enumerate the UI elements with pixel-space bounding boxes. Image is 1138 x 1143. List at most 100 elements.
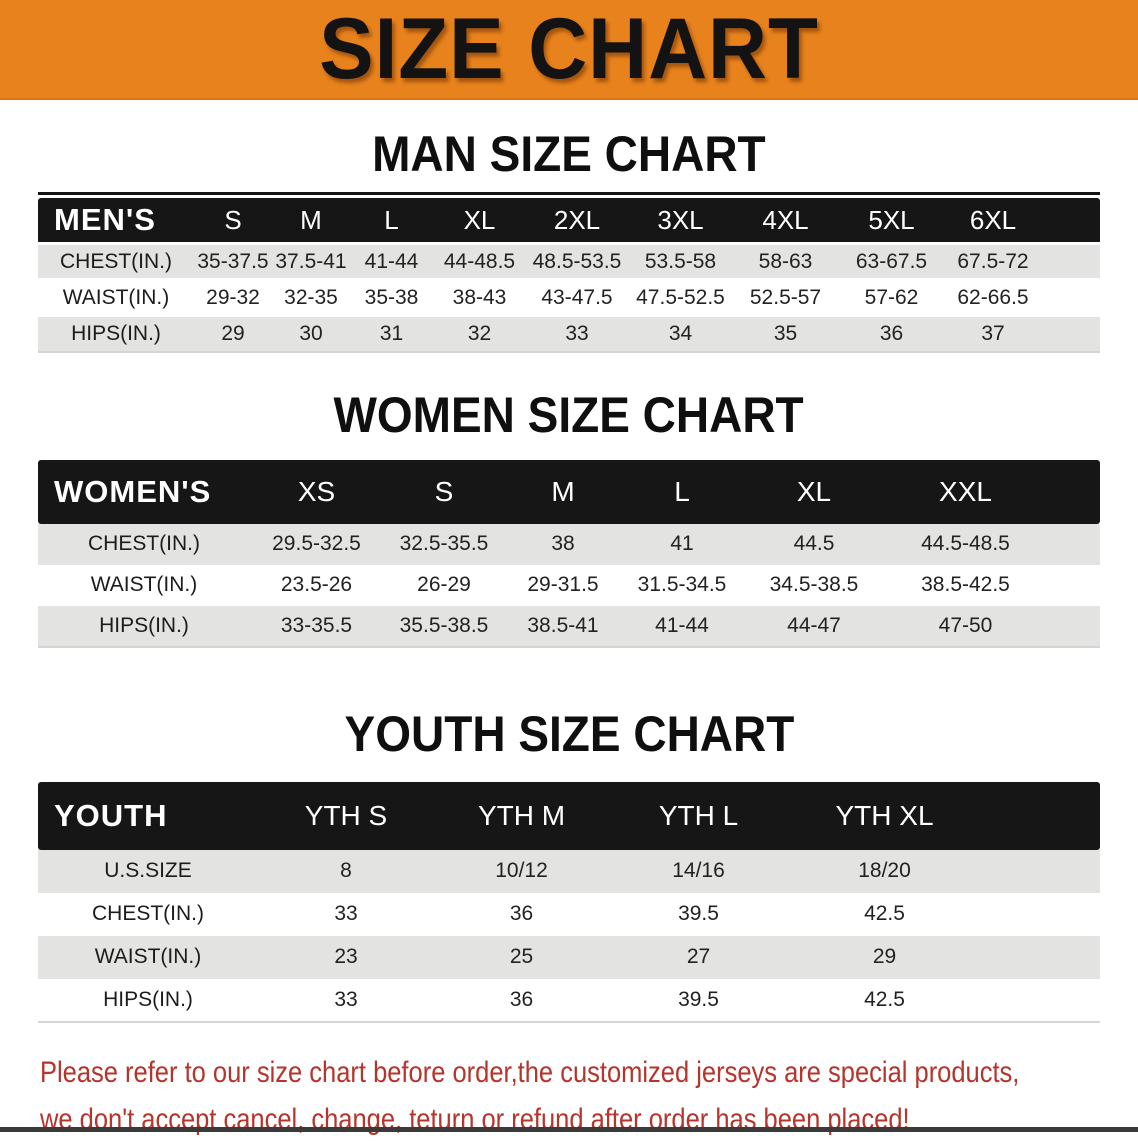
- value-cell: 44-47: [743, 605, 885, 647]
- women-size-col-header: M: [505, 459, 621, 524]
- value-cell: 36: [434, 892, 609, 936]
- value-cell: 44-48.5: [433, 243, 526, 280]
- value-cell: 42.5: [788, 892, 1100, 936]
- women-size-table: WOMEN'S XS S M L XL XXL CHEST(IN.) 29.5-…: [38, 459, 1100, 648]
- value-cell: 39.5: [609, 892, 788, 936]
- value-cell: 33: [258, 892, 434, 936]
- value-cell: 32-35: [272, 279, 350, 316]
- value-cell: 52.5-57: [733, 279, 838, 316]
- men-size-col-header: S: [194, 198, 272, 244]
- women-size-col-header: L: [621, 459, 743, 524]
- row-label: CHEST(IN.): [38, 243, 194, 280]
- men-section-heading: MAN SIZE CHART: [372, 126, 766, 182]
- men-waist-row: WAIST(IN.) 29-32 32-35 35-38 38-43 43-47…: [38, 279, 1100, 316]
- row-label: WAIST(IN.): [38, 279, 194, 316]
- women-size-col-header: XS: [250, 459, 383, 524]
- women-waist-row: WAIST(IN.) 23.5-26 26-29 29-31.5 31.5-34…: [38, 564, 1100, 606]
- value-cell: 41-44: [621, 605, 743, 647]
- youth-section-heading: YOUTH SIZE CHART: [344, 705, 794, 762]
- value-cell: 33: [526, 315, 628, 352]
- value-cell: 29: [788, 935, 1100, 979]
- youth-section-heading-wrap: YOUTH SIZE CHART: [0, 708, 1138, 760]
- women-hips-row: HIPS(IN.) 33-35.5 35.5-38.5 38.5-41 41-4…: [38, 605, 1100, 647]
- men-size-col-header: 3XL: [628, 198, 733, 244]
- value-cell: 23.5-26: [250, 564, 383, 606]
- value-cell: 67.5-72: [945, 243, 1100, 280]
- men-section-heading-wrap: MAN SIZE CHART: [0, 128, 1138, 180]
- men-table-title: MEN'S: [38, 198, 194, 244]
- value-cell: 23: [258, 935, 434, 979]
- value-cell: 43-47.5: [526, 279, 628, 316]
- value-cell: 32: [433, 315, 526, 352]
- value-cell: 38.5-41: [505, 605, 621, 647]
- order-policy-note: Please refer to our size chart before or…: [40, 1049, 1138, 1143]
- women-table-title: WOMEN'S: [38, 459, 250, 524]
- value-cell: 44.5: [743, 523, 885, 565]
- value-cell: 57-62: [838, 279, 945, 316]
- value-cell: 38.5-42.5: [885, 564, 1100, 606]
- value-cell: 41-44: [350, 243, 433, 280]
- value-cell: 53.5-58: [628, 243, 733, 280]
- men-size-col-header: 5XL: [838, 198, 945, 244]
- men-size-col-header: M: [272, 198, 350, 244]
- value-cell: 18/20: [788, 849, 1100, 893]
- men-size-table: MEN'S S M L XL 2XL 3XL 4XL 5XL 6XL CHEST…: [38, 198, 1100, 353]
- youth-ussize-row: U.S.SIZE 8 10/12 14/16 18/20: [38, 849, 1100, 893]
- value-cell: 27: [609, 935, 788, 979]
- men-hips-row: HIPS(IN.) 29 30 31 32 33 34 35 36 37: [38, 315, 1100, 352]
- women-header-row: WOMEN'S XS S M L XL XXL: [38, 459, 1100, 524]
- value-cell: 37.5-41: [272, 243, 350, 280]
- value-cell: 8: [258, 849, 434, 893]
- value-cell: 30: [272, 315, 350, 352]
- value-cell: 58-63: [733, 243, 838, 280]
- women-size-col-header: XXL: [885, 459, 1100, 524]
- youth-size-table: YOUTH YTH S YTH M YTH L YTH XL U.S.SIZE …: [38, 781, 1100, 1023]
- women-size-col-header: XL: [743, 459, 885, 524]
- row-label: CHEST(IN.): [38, 892, 258, 936]
- value-cell: 36: [434, 978, 609, 1022]
- value-cell: 63-67.5: [838, 243, 945, 280]
- value-cell: 29-31.5: [505, 564, 621, 606]
- youth-waist-row: WAIST(IN.) 23 25 27 29: [38, 935, 1100, 979]
- value-cell: 38: [505, 523, 621, 565]
- value-cell: 32.5-35.5: [383, 523, 505, 565]
- value-cell: 10/12: [434, 849, 609, 893]
- men-size-col-header: XL: [433, 198, 526, 244]
- value-cell: 14/16: [609, 849, 788, 893]
- page-title: SIZE CHART: [319, 1, 819, 97]
- value-cell: 35.5-38.5: [383, 605, 505, 647]
- value-cell: 42.5: [788, 978, 1100, 1022]
- men-size-col-header: 6XL: [945, 198, 1100, 244]
- value-cell: 39.5: [609, 978, 788, 1022]
- value-cell: 35-37.5: [194, 243, 272, 280]
- note-line-2: we don't accept cancel, change, teturn o…: [40, 1102, 910, 1136]
- women-section-heading-wrap: WOMEN SIZE CHART: [0, 389, 1138, 441]
- value-cell: 29: [194, 315, 272, 352]
- value-cell: 33-35.5: [250, 605, 383, 647]
- value-cell: 31: [350, 315, 433, 352]
- value-cell: 34: [628, 315, 733, 352]
- value-cell: 62-66.5: [945, 279, 1100, 316]
- youth-table-title: YOUTH: [38, 781, 258, 850]
- men-table-top-rule: [38, 192, 1100, 195]
- row-label: WAIST(IN.): [38, 564, 250, 606]
- value-cell: 29.5-32.5: [250, 523, 383, 565]
- youth-size-col-header: YTH S: [258, 781, 434, 850]
- value-cell: 35-38: [350, 279, 433, 316]
- youth-header-row: YOUTH YTH S YTH M YTH L YTH XL: [38, 781, 1100, 850]
- value-cell: 33: [258, 978, 434, 1022]
- value-cell: 37: [945, 315, 1100, 352]
- youth-size-col-header: YTH L: [609, 781, 788, 850]
- row-label: WAIST(IN.): [38, 935, 258, 979]
- row-label: HIPS(IN.): [38, 315, 194, 352]
- value-cell: 35: [733, 315, 838, 352]
- note-line-1: Please refer to our size chart before or…: [40, 1055, 1020, 1089]
- row-label: HIPS(IN.): [38, 605, 250, 647]
- youth-chest-row: CHEST(IN.) 33 36 39.5 42.5: [38, 892, 1100, 936]
- value-cell: 44.5-48.5: [885, 523, 1100, 565]
- value-cell: 41: [621, 523, 743, 565]
- men-header-row: MEN'S S M L XL 2XL 3XL 4XL 5XL 6XL: [38, 198, 1100, 244]
- banner: SIZE CHART: [0, 0, 1138, 100]
- men-size-col-header: 2XL: [526, 198, 628, 244]
